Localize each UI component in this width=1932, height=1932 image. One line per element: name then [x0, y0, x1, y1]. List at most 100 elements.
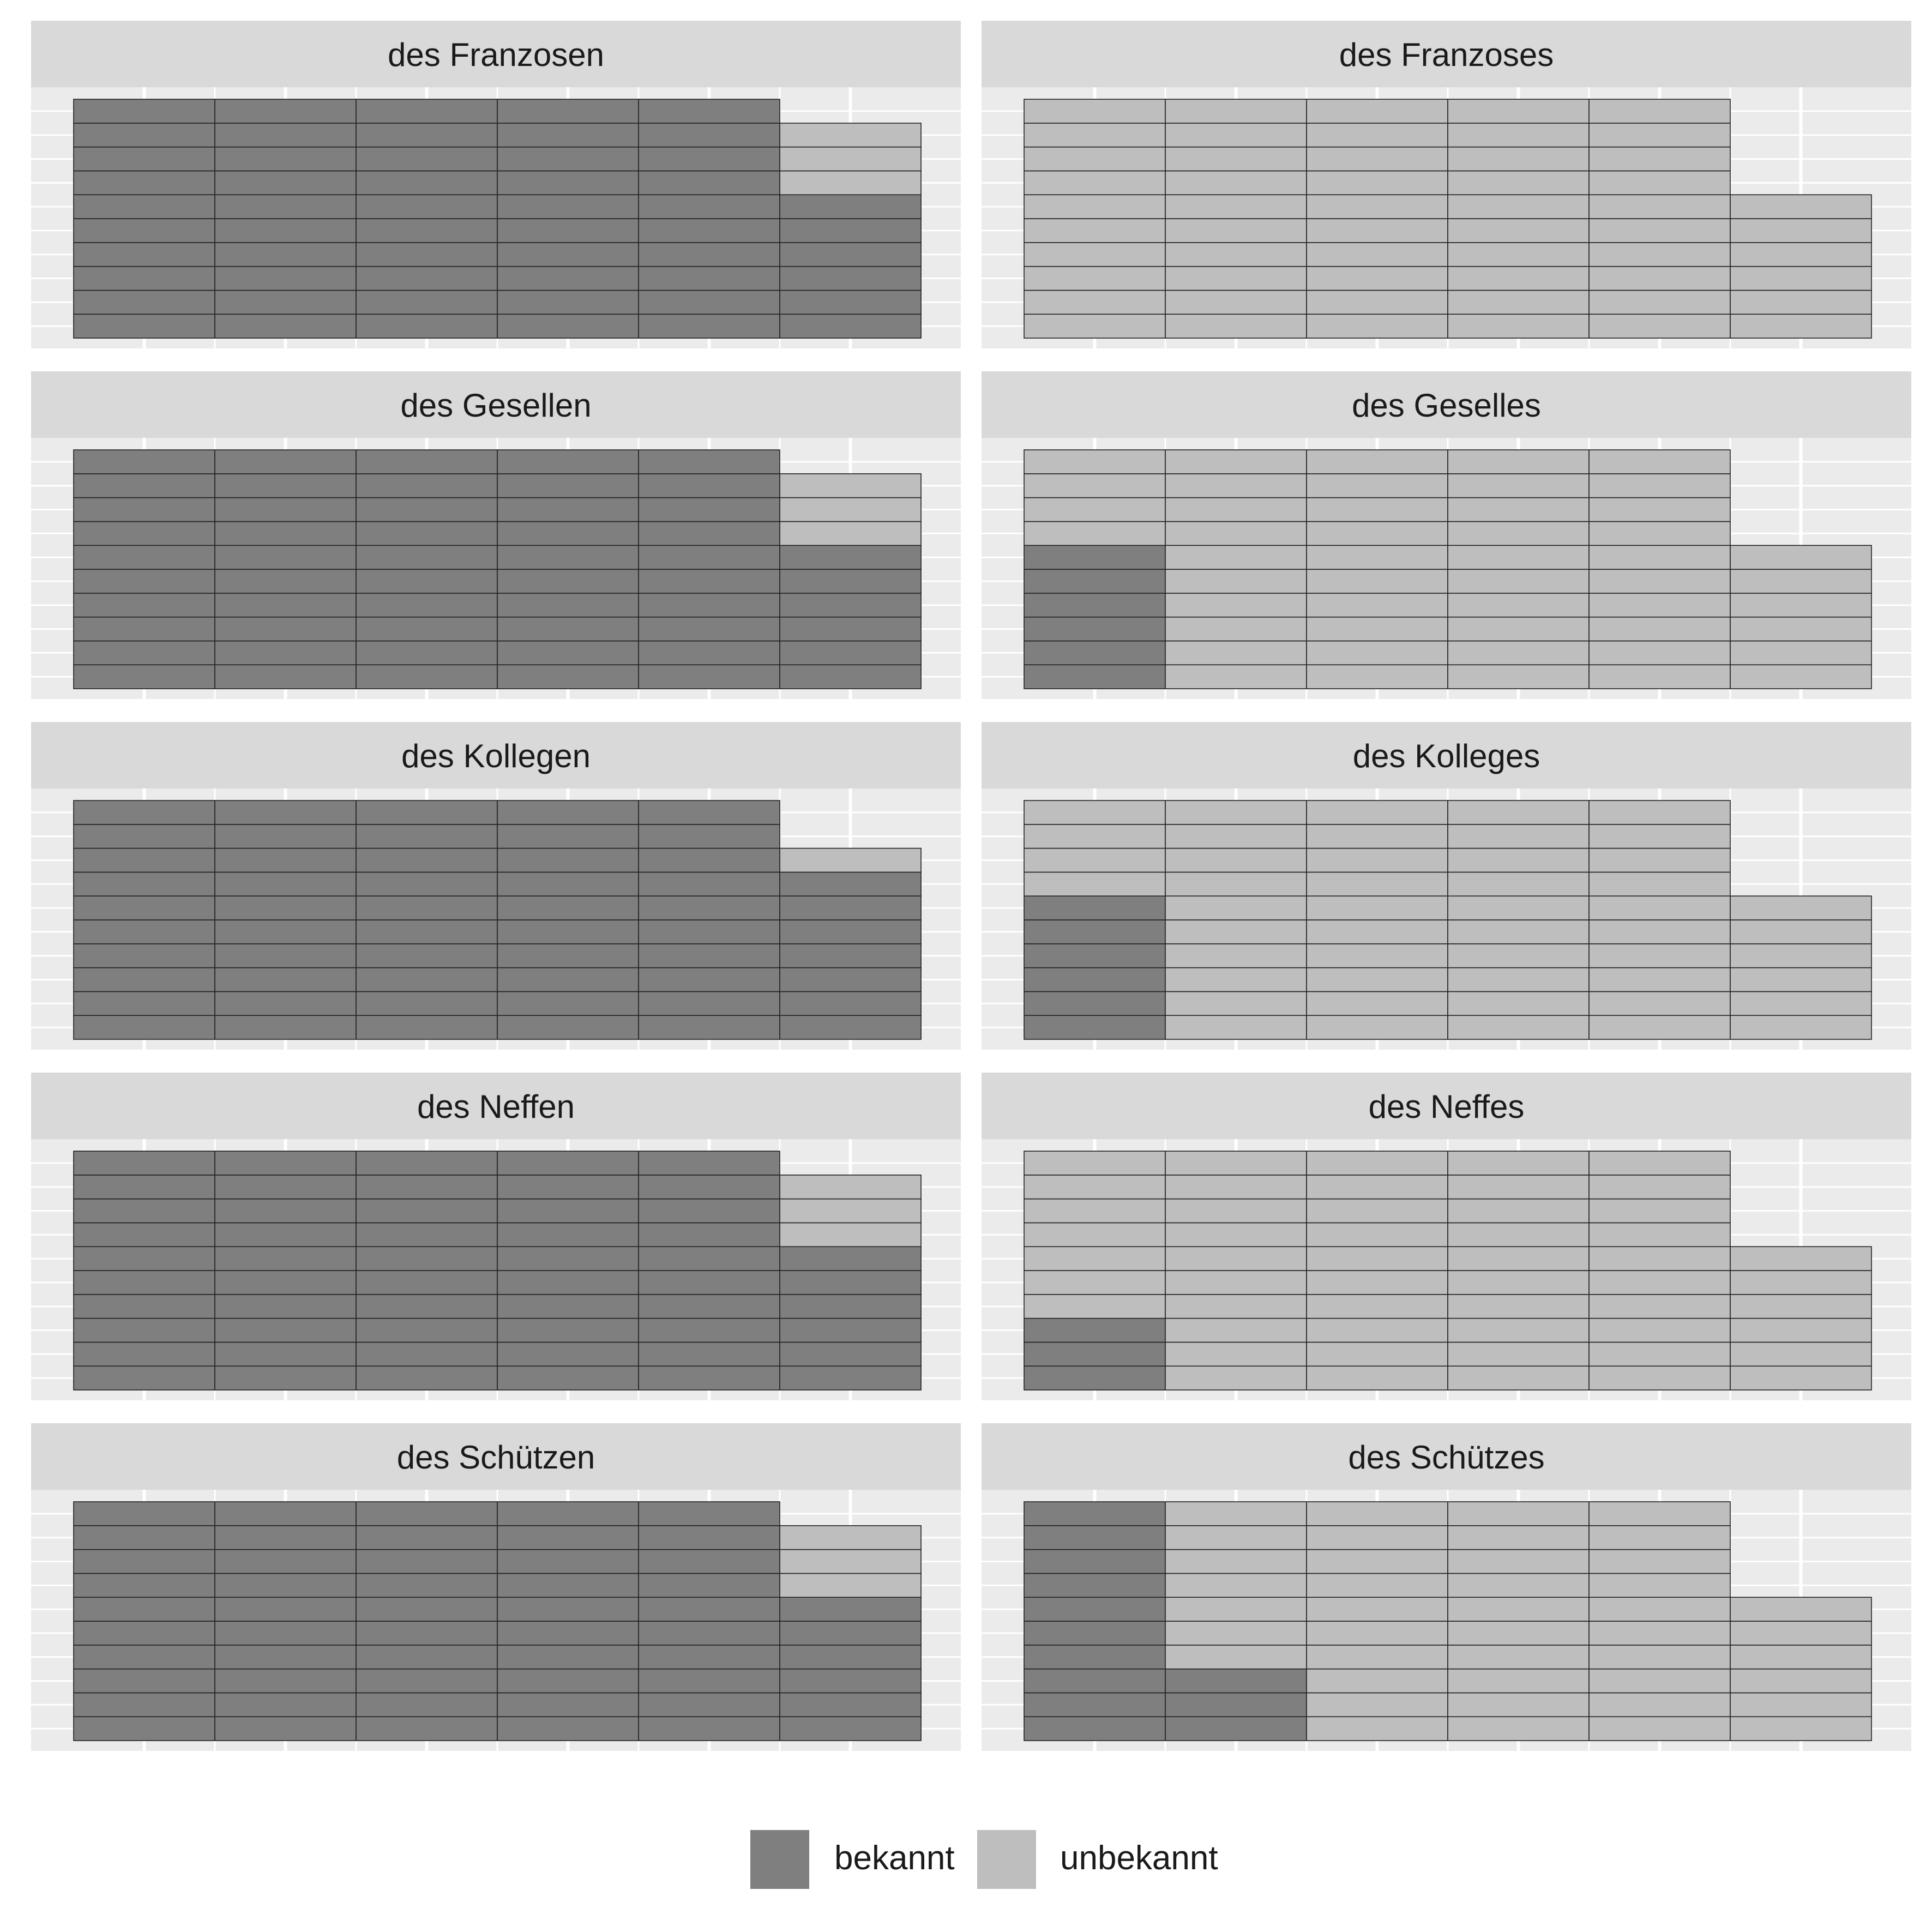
- waffle-tile-bekannt: [214, 824, 357, 849]
- waffle-tile-bekannt: [73, 847, 215, 873]
- waffle-tile-unbekannt: [1306, 473, 1448, 498]
- waffle-tile-unbekannt: [1306, 266, 1448, 291]
- waffle-tile-unbekannt: [779, 1175, 922, 1200]
- waffle-tile-bekannt: [779, 218, 922, 243]
- waffle-tile-unbekannt: [1024, 1270, 1166, 1295]
- waffle-tile-bekannt: [356, 1222, 498, 1247]
- waffle-tile-unbekannt: [1165, 1270, 1307, 1295]
- waffle-tile-unbekannt: [1165, 640, 1307, 666]
- waffle-tile-unbekannt: [1588, 1015, 1731, 1040]
- waffle-tile-bekannt: [356, 1716, 498, 1741]
- waffle-tile-bekannt: [356, 847, 498, 873]
- waffle-tile-bekannt: [214, 170, 357, 195]
- waffle-tile-unbekannt: [1165, 1365, 1307, 1391]
- waffle-tile-unbekannt: [1588, 1198, 1731, 1224]
- waffle-tile-unbekannt: [1588, 1525, 1731, 1550]
- waffle-tile-bekannt: [214, 1549, 357, 1574]
- waffle-tile-unbekannt: [1306, 1270, 1448, 1295]
- waffle-tile-bekannt: [73, 194, 215, 219]
- waffle-tile-bekannt: [638, 473, 780, 498]
- waffle-tile-unbekannt: [1165, 1525, 1307, 1550]
- waffle-tile-bekannt: [356, 824, 498, 849]
- waffle-tile-unbekannt: [1024, 1175, 1166, 1200]
- waffle-tile-bekannt: [1024, 1621, 1166, 1646]
- waffle-tile-bekannt: [497, 1222, 639, 1247]
- waffle-tile-unbekannt: [779, 1549, 922, 1574]
- waffle-tile-bekannt: [73, 170, 215, 195]
- waffle-tile-unbekannt: [1588, 1692, 1731, 1717]
- waffle-tile-unbekannt: [1024, 1246, 1166, 1271]
- waffle-tile-bekannt: [497, 616, 639, 642]
- waffle-tile-unbekannt: [1588, 545, 1731, 570]
- waffle-tile-unbekannt: [1306, 497, 1448, 522]
- waffle-tile-bekannt: [779, 640, 922, 666]
- waffle-tile-bekannt: [779, 1365, 922, 1391]
- waffle-tile-bekannt: [73, 242, 215, 267]
- waffle-tile-unbekannt: [1588, 919, 1731, 944]
- waffle-tile-unbekannt: [1447, 919, 1590, 944]
- waffle-tile-bekannt: [638, 616, 780, 642]
- facet-panel: des Kolleges: [982, 722, 1911, 1050]
- waffle-tile-bekannt: [497, 1270, 639, 1295]
- waffle-tile-bekannt: [638, 194, 780, 219]
- waffle-tile-bekannt: [779, 1294, 922, 1319]
- facet-panel: des Schützes: [982, 1423, 1911, 1751]
- waffle-tile-unbekannt: [1447, 1175, 1590, 1200]
- waffle-tile-bekannt: [356, 473, 498, 498]
- waffle-tile-unbekannt: [1165, 616, 1307, 642]
- waffle-tile-bekannt: [779, 194, 922, 219]
- waffle-tile-unbekannt: [1730, 1317, 1872, 1343]
- waffle-tile-unbekannt: [1588, 473, 1731, 498]
- waffle-tile-bekannt: [779, 1621, 922, 1646]
- waffle-tile-unbekannt: [1165, 266, 1307, 291]
- facet-title: des Kollegen: [401, 738, 591, 774]
- facet-panel: des Franzoses: [982, 21, 1911, 348]
- waffle-tile-bekannt: [638, 1175, 780, 1200]
- waffle-tile-bekannt: [356, 919, 498, 944]
- waffle-tile-bekannt: [1024, 1597, 1166, 1622]
- waffle-tile-unbekannt: [1730, 943, 1872, 968]
- waffle-tile-bekannt: [214, 1222, 357, 1247]
- waffle-tile-bekannt: [73, 569, 215, 594]
- waffle-tile-bekannt: [779, 919, 922, 944]
- waffle-tile-unbekannt: [1730, 545, 1872, 570]
- waffle-tile-bekannt: [214, 664, 357, 689]
- waffle-tile-unbekannt: [1165, 824, 1307, 849]
- waffle-tile-bekannt: [779, 569, 922, 594]
- waffle-tile-bekannt: [73, 99, 215, 124]
- waffle-tile-bekannt: [356, 1317, 498, 1343]
- waffle-tile-bekannt: [214, 1341, 357, 1367]
- waffle-tile-bekannt: [638, 1549, 780, 1574]
- waffle-tile-bekannt: [356, 1597, 498, 1622]
- waffle-tile-unbekannt: [1588, 871, 1731, 897]
- waffle-tile-bekannt: [497, 266, 639, 291]
- facet-panel: des Neffen: [31, 1073, 961, 1400]
- waffle-tile-unbekannt: [1730, 895, 1872, 920]
- waffle-tile-unbekannt: [1447, 616, 1590, 642]
- waffle-tile-unbekannt: [1165, 1151, 1307, 1176]
- waffle-tile-unbekannt: [1306, 967, 1448, 992]
- waffle-tile-bekannt: [214, 1317, 357, 1343]
- waffle-tile-bekannt: [497, 1365, 639, 1391]
- waffle-tile-unbekannt: [1165, 497, 1307, 522]
- waffle-tile-unbekannt: [1306, 1716, 1448, 1741]
- waffle-tile-unbekannt: [1165, 1015, 1307, 1040]
- facet-panel: des Kollegen: [31, 722, 961, 1050]
- waffle-tile-bekannt: [214, 194, 357, 219]
- waffle-tile-unbekannt: [1447, 1668, 1590, 1694]
- waffle-tile-bekannt: [73, 146, 215, 172]
- waffle-tile-bekannt: [497, 497, 639, 522]
- waffle-tile-unbekannt: [1447, 847, 1590, 873]
- waffle-tile-unbekannt: [1447, 1621, 1590, 1646]
- waffle-tile-bekannt: [497, 449, 639, 474]
- waffle-tile-bekannt: [638, 242, 780, 267]
- waffle-tile-bekannt: [73, 1621, 215, 1646]
- waffle-tile-bekannt: [497, 146, 639, 172]
- waffle-tile-unbekannt: [1447, 800, 1590, 825]
- waffle-tile-unbekannt: [1588, 266, 1731, 291]
- waffle-tile-unbekannt: [1306, 1549, 1448, 1574]
- waffle-tile-bekannt: [638, 1246, 780, 1271]
- waffle-tile-unbekannt: [1165, 1645, 1307, 1670]
- waffle-tile-bekannt: [638, 1317, 780, 1343]
- waffle-tile-bekannt: [779, 616, 922, 642]
